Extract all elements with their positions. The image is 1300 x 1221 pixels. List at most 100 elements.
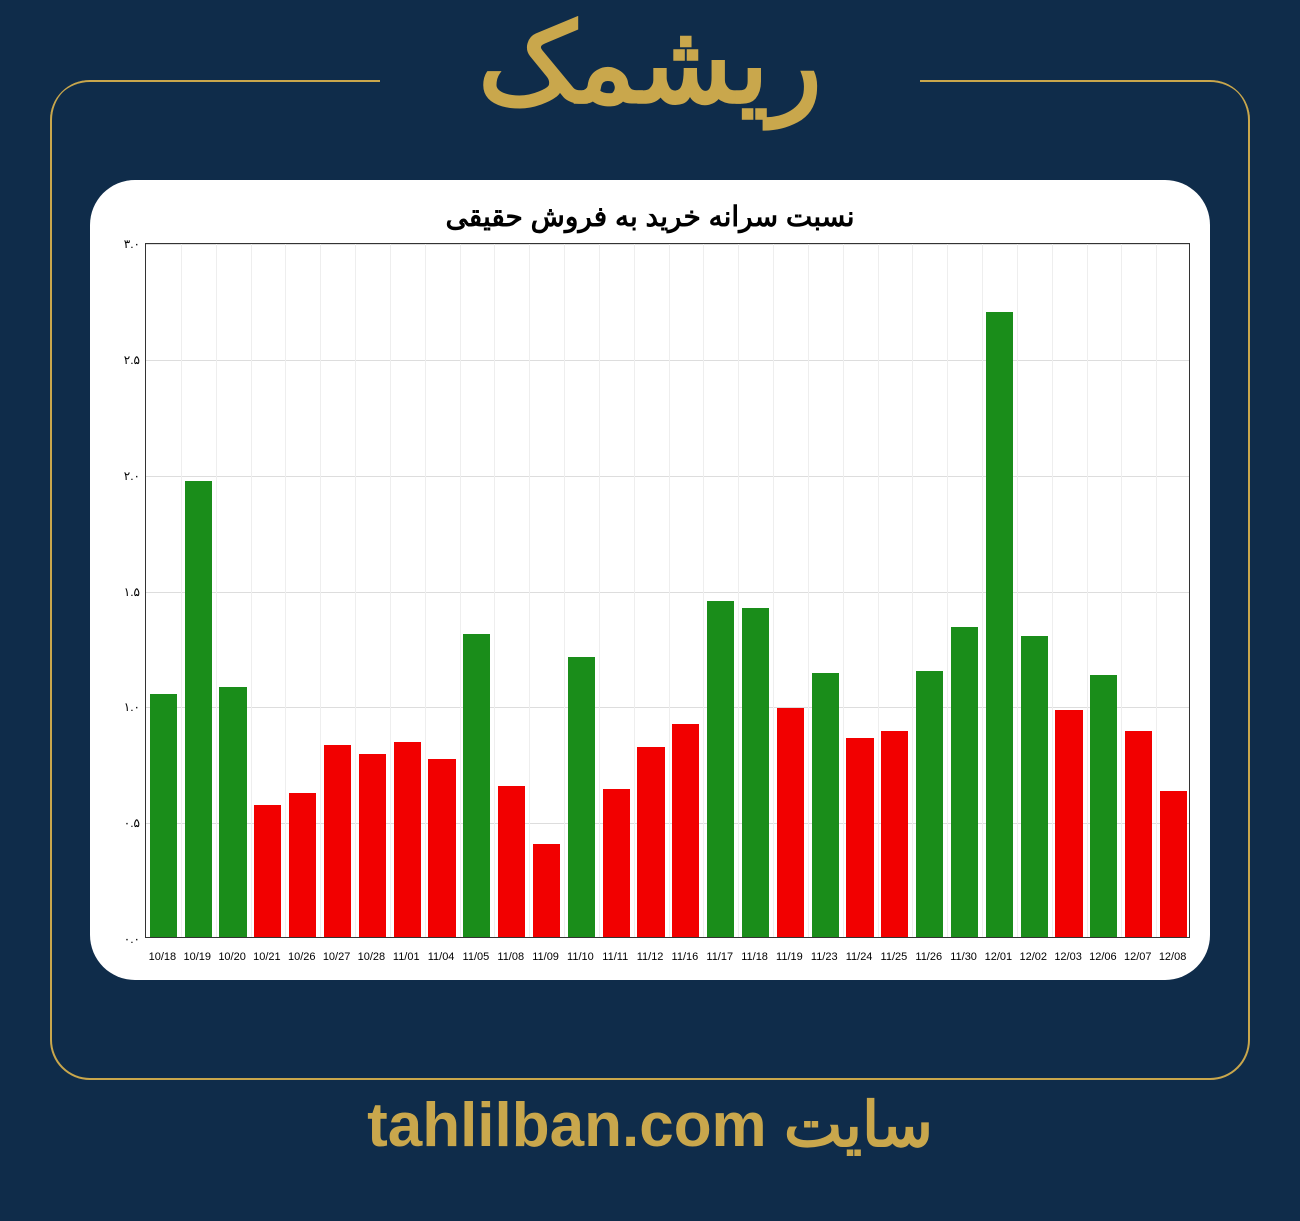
vgridline	[355, 244, 356, 937]
footer-label: سایت	[784, 1091, 933, 1160]
xtick-label: 11/11	[602, 951, 628, 963]
bar	[777, 708, 804, 937]
vgridline	[251, 244, 252, 937]
vgridline	[738, 244, 739, 937]
xtick-label: 10/21	[253, 951, 281, 963]
bar	[254, 805, 281, 937]
bar	[359, 754, 386, 937]
footer-url: tahlilban.com	[367, 1091, 767, 1160]
xtick-label: 12/02	[1019, 951, 1047, 963]
vgridline	[912, 244, 913, 937]
xtick-label: 11/12	[637, 951, 664, 963]
bar	[185, 481, 212, 937]
xtick-label: 11/01	[393, 951, 420, 963]
bar	[812, 673, 839, 937]
bar	[1125, 731, 1152, 937]
xtick-label: 11/18	[741, 951, 768, 963]
bar	[498, 786, 525, 937]
xtick-label: 10/18	[149, 951, 177, 963]
ytick-label: ۱.۵	[105, 585, 140, 599]
chart-title: نسبت سرانه خرید به فروش حقیقی	[100, 200, 1200, 233]
bar	[568, 657, 595, 937]
vgridline	[703, 244, 704, 937]
ytick-label: ۳.۰	[105, 237, 140, 251]
bar	[394, 742, 421, 937]
footer: سایت tahlilban.com	[0, 1088, 1300, 1161]
chart-card: نسبت سرانه خرید به فروش حقیقی ۰.۰۰.۵۱.۰۱…	[90, 180, 1210, 980]
vgridline	[982, 244, 983, 937]
bar	[881, 731, 908, 937]
xtick-label: 11/19	[776, 951, 803, 963]
xtick-label: 11/23	[811, 951, 838, 963]
vgridline	[320, 244, 321, 937]
xtick-label: 11/04	[428, 951, 455, 963]
vgridline	[773, 244, 774, 937]
xtick-label: 11/16	[672, 951, 699, 963]
vgridline	[878, 244, 879, 937]
page-title: ریشمک	[0, 10, 1300, 120]
bar	[289, 793, 316, 937]
xtick-label: 10/26	[288, 951, 316, 963]
ytick-label: ۲.۵	[105, 353, 140, 367]
bar	[672, 724, 699, 937]
vgridline	[494, 244, 495, 937]
xtick-label: 11/08	[497, 951, 524, 963]
bar	[1021, 636, 1048, 937]
xtick-label: 10/28	[358, 951, 386, 963]
chart-area: ۰.۰۰.۵۱.۰۱.۵۲.۰۲.۵۳.۰ 10/1810/1910/2010/…	[105, 243, 1190, 963]
ytick-label: ۰.۵	[105, 816, 140, 830]
bar	[603, 789, 630, 937]
ytick-label: ۰.۰	[105, 932, 140, 946]
vgridline	[460, 244, 461, 937]
xtick-label: 12/01	[985, 951, 1013, 963]
xtick-label: 11/24	[846, 951, 873, 963]
gridline	[146, 360, 1189, 361]
vgridline	[669, 244, 670, 937]
vgridline	[634, 244, 635, 937]
bar	[428, 759, 455, 937]
xtick-label: 11/10	[567, 951, 594, 963]
bar	[533, 844, 560, 937]
vgridline	[599, 244, 600, 937]
bar	[846, 738, 873, 937]
vgridline	[1017, 244, 1018, 937]
vgridline	[1052, 244, 1053, 937]
vgridline	[564, 244, 565, 937]
vgridline	[425, 244, 426, 937]
vgridline	[1156, 244, 1157, 937]
vgridline	[285, 244, 286, 937]
bar	[637, 747, 664, 937]
bar	[150, 694, 177, 937]
bar	[1160, 791, 1187, 937]
chart-plot	[145, 243, 1190, 938]
vgridline	[947, 244, 948, 937]
xtick-label: 11/09	[532, 951, 559, 963]
bar	[916, 671, 943, 937]
xtick-label: 12/07	[1124, 951, 1152, 963]
vgridline	[1087, 244, 1088, 937]
xtick-label: 10/20	[218, 951, 246, 963]
vgridline	[529, 244, 530, 937]
bar	[951, 627, 978, 937]
bar	[219, 687, 246, 937]
vgridline	[181, 244, 182, 937]
xtick-label: 11/05	[463, 951, 490, 963]
xtick-label: 12/03	[1054, 951, 1082, 963]
vgridline	[843, 244, 844, 937]
ytick-label: ۲.۰	[105, 469, 140, 483]
xtick-label: 11/26	[915, 951, 942, 963]
bar	[1090, 675, 1117, 937]
bar	[1055, 710, 1082, 937]
bar	[324, 745, 351, 937]
xtick-label: 10/19	[183, 951, 211, 963]
vgridline	[216, 244, 217, 937]
xtick-label: 10/27	[323, 951, 351, 963]
xtick-label: 12/08	[1159, 951, 1187, 963]
bar	[463, 634, 490, 937]
xtick-label: 11/25	[881, 951, 908, 963]
bar	[707, 601, 734, 937]
gridline	[146, 476, 1189, 477]
xtick-label: 11/17	[706, 951, 733, 963]
vgridline	[808, 244, 809, 937]
bar	[986, 312, 1013, 938]
